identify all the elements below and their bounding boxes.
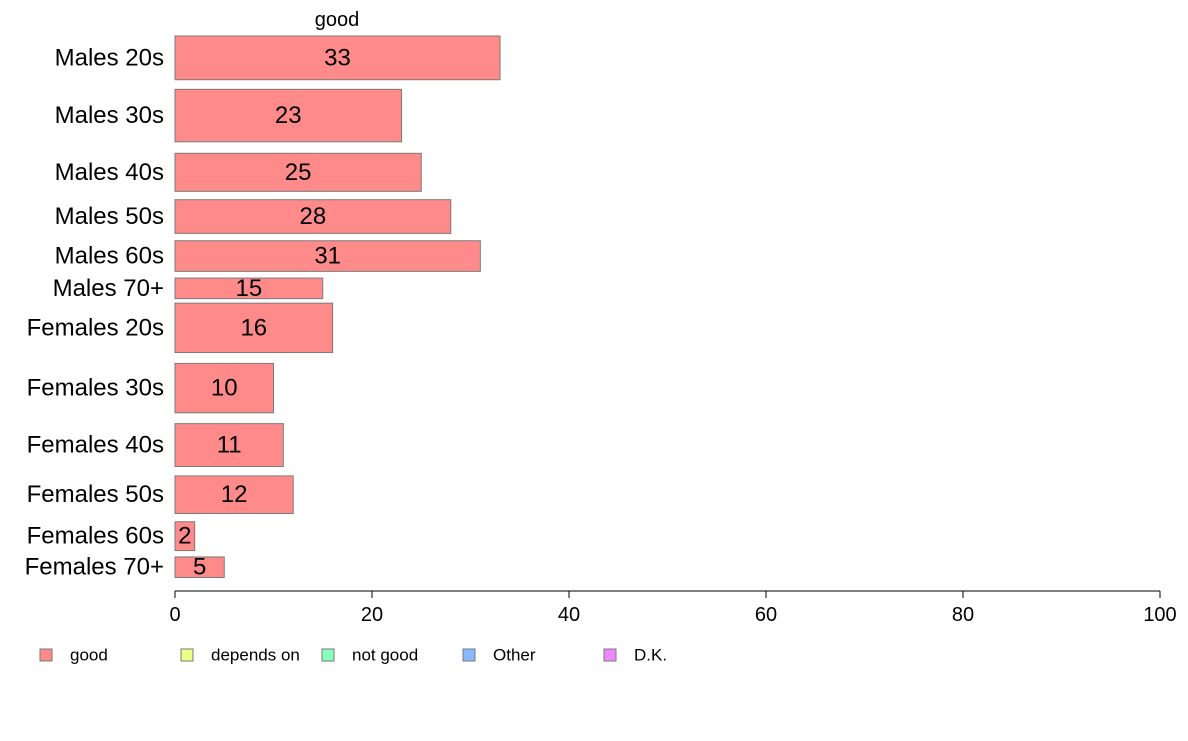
- category-label: Females 30s: [27, 375, 164, 402]
- bar-females-40s: [174, 423, 284, 467]
- category-label: Females 40s: [27, 432, 164, 459]
- bar-males-30s: [174, 88, 403, 143]
- bar-value-label: 33: [324, 44, 351, 71]
- category-label: Females 50s: [27, 481, 164, 508]
- bar-males-60s: [174, 240, 481, 272]
- x-tick-label: 40: [558, 604, 580, 626]
- x-axis: 0 20 40 60 80 100: [169, 590, 1177, 626]
- bar-value-label: 11: [217, 432, 242, 459]
- category-label: Females 60s: [27, 523, 164, 550]
- legend: good depends on not good Other D.K.: [39, 646, 667, 665]
- bar-males-70-: [174, 277, 324, 300]
- bar-value-label: 23: [275, 102, 302, 129]
- category-label: Males 70+: [53, 275, 164, 302]
- series-title: good: [315, 9, 360, 31]
- legend-label: not good: [352, 646, 418, 665]
- legend-label: D.K.: [634, 646, 667, 665]
- legend-label: depends on: [211, 646, 300, 665]
- bar-value-label: 16: [240, 314, 267, 341]
- bar-females-60s: [174, 521, 196, 552]
- legend-label: good: [70, 646, 108, 665]
- legend-swatch: [462, 648, 476, 662]
- legend-swatch: [180, 648, 194, 662]
- bars-layer: Males 20s 33 Males 30s 23 Males 40s 25 Males 5…: [25, 35, 501, 581]
- bar-value-label: 5: [193, 554, 206, 581]
- bar-value-label: 12: [221, 481, 248, 508]
- x-tick-label: 60: [755, 604, 777, 626]
- category-label: Males 40s: [55, 159, 164, 186]
- bar-males-20s: [174, 35, 501, 81]
- category-label: Males 50s: [55, 203, 164, 230]
- legend-swatch: [39, 648, 53, 662]
- category-label: Females 70+: [25, 554, 164, 581]
- category-label: Males 60s: [55, 243, 164, 270]
- bar-value-label: 10: [211, 375, 238, 402]
- category-label: Males 30s: [55, 102, 164, 129]
- bar-females-30s: [174, 362, 274, 414]
- bar-value-label: 25: [285, 159, 312, 186]
- x-tick-label: 20: [361, 604, 383, 626]
- bar-males-40s: [174, 152, 422, 192]
- bar-value-label: 28: [300, 203, 327, 230]
- bar-value-label: 2: [178, 523, 191, 550]
- bar-value-label: 15: [236, 275, 263, 302]
- legend-swatch: [321, 648, 335, 662]
- x-tick-label: 0: [169, 604, 180, 626]
- x-tick-label: 80: [952, 604, 974, 626]
- legend-label: Other: [493, 646, 536, 665]
- bar-value-label: 31: [314, 243, 341, 270]
- bar-females-70-: [174, 556, 225, 578]
- category-label: Females 20s: [27, 314, 164, 341]
- bar-females-20s: [174, 302, 334, 354]
- legend-swatch: [603, 648, 617, 662]
- bar-females-50s: [174, 475, 294, 514]
- x-tick-label: 100: [1143, 604, 1176, 626]
- category-label: Males 20s: [55, 44, 164, 71]
- bar-males-50s: [174, 199, 452, 234]
